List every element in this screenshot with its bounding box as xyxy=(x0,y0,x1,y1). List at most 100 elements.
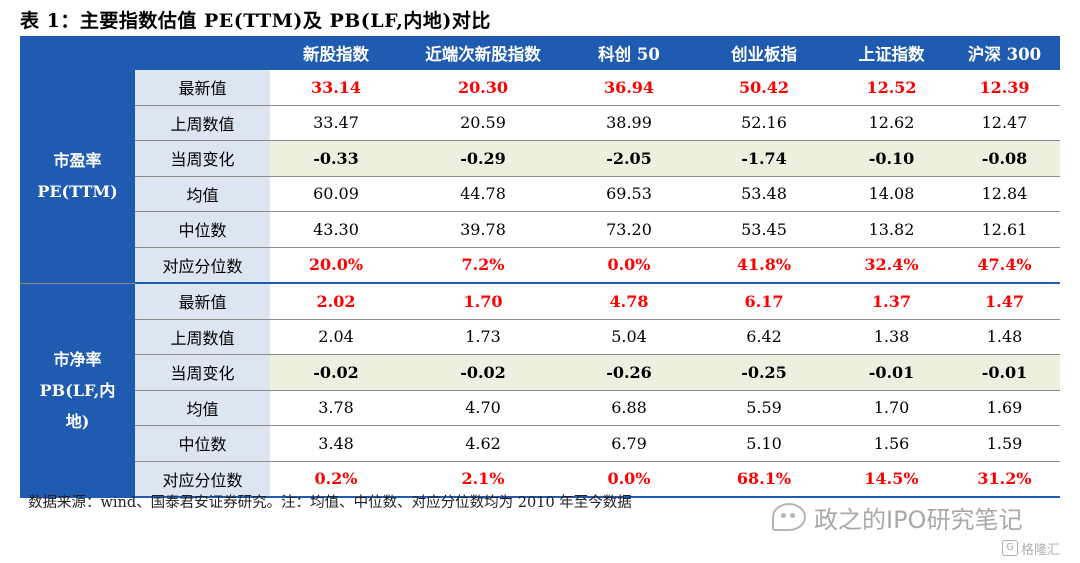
column-header: 沪深 300 xyxy=(949,36,1060,70)
column-header: 创业板指 xyxy=(694,36,834,70)
table-title: 表 1：主要指数估值 PE(TTM)及 PB(LF,内地)对比 xyxy=(20,10,491,32)
table-cell: 6.42 xyxy=(694,319,834,355)
table-row: 市盈率 PE(TTM) 最新值 33.14 20.30 36.94 50.42 … xyxy=(20,69,1060,284)
table-cell: 4.78 xyxy=(564,283,694,320)
table-cell: -1.74 xyxy=(694,140,834,177)
table-row: 对应分位数 20.0% 7.2% 0.0% 41.8% 32.4% 47.4% xyxy=(20,247,1060,284)
table-row: 当周变化 -0.02 -0.02 -0.26 -0.25 -0.01 -0.01 xyxy=(20,354,1060,391)
valuation-table: 新股指数 近端次新股指数 科创 50 创业板指 上证指数 沪深 300 市盈率 … xyxy=(20,36,1060,498)
table-cell: 20.0% xyxy=(270,247,402,284)
table-cell: 53.45 xyxy=(694,211,834,248)
table-cell: 1.38 xyxy=(834,319,949,355)
table-cell: 68.1% xyxy=(694,461,834,498)
group-label-line: 市净率 xyxy=(53,349,102,369)
header-corner xyxy=(20,36,270,70)
table-cell: 12.52 xyxy=(834,69,949,106)
row-label: 上周数值 xyxy=(135,105,270,141)
group-label-line: 市盈率 xyxy=(53,151,102,171)
table-cell: 52.16 xyxy=(694,105,834,141)
row-label: 当周变化 xyxy=(135,140,270,177)
table-cell: 0.2% xyxy=(270,461,402,498)
group-label-line: PE(TTM) xyxy=(37,182,118,202)
wechat-icon xyxy=(772,503,806,531)
table-cell: 1.70 xyxy=(834,390,949,426)
table-cell: -0.25 xyxy=(694,354,834,391)
table-cell: -0.01 xyxy=(834,354,949,391)
table-cell: 1.70 xyxy=(402,283,564,320)
table-cell: 12.47 xyxy=(949,105,1060,141)
table-cell: 2.1% xyxy=(402,461,564,498)
table-cell: 50.42 xyxy=(694,69,834,106)
header-row: 新股指数 近端次新股指数 科创 50 创业板指 上证指数 沪深 300 xyxy=(20,36,1060,70)
table-cell: -2.05 xyxy=(564,140,694,177)
table-cell: 14.5% xyxy=(834,461,949,498)
table-cell: 69.53 xyxy=(564,176,694,212)
table-cell: 2.04 xyxy=(270,319,402,355)
source-note: 数据来源：wind、国泰君安证券研究。注：均值、中位数、对应分位数均为 2010… xyxy=(28,495,632,511)
table-cell: 12.61 xyxy=(949,211,1060,248)
table-row: 均值 60.09 44.78 69.53 53.48 14.08 12.84 xyxy=(20,176,1060,212)
row-label: 均值 xyxy=(135,390,270,426)
column-header: 科创 50 xyxy=(564,36,694,70)
table-cell: 73.20 xyxy=(564,211,694,248)
row-label: 对应分位数 xyxy=(135,247,270,284)
table-cell: -0.02 xyxy=(270,354,402,391)
row-label: 中位数 xyxy=(135,211,270,248)
group-label-pb: 市净率 PB(LF,内 地) xyxy=(20,283,135,498)
table-cell: 1.73 xyxy=(402,319,564,355)
group-label-pe: 市盈率 PE(TTM) xyxy=(20,69,135,284)
table-cell: 6.88 xyxy=(564,390,694,426)
table-cell: 31.2% xyxy=(949,461,1060,498)
table-cell: 12.62 xyxy=(834,105,949,141)
group-label-line: PB(LF,内 xyxy=(39,380,116,400)
row-label: 对应分位数 xyxy=(135,461,270,498)
table-cell: -0.02 xyxy=(402,354,564,391)
table-cell: -0.01 xyxy=(949,354,1060,391)
table-cell: 14.08 xyxy=(834,176,949,212)
table-cell: 7.2% xyxy=(402,247,564,284)
table-cell: 1.59 xyxy=(949,425,1060,462)
table-cell: 3.48 xyxy=(270,425,402,462)
column-header: 新股指数 xyxy=(270,36,402,70)
table-cell: 1.69 xyxy=(949,390,1060,426)
table-cell: 47.4% xyxy=(949,247,1060,284)
table-cell: 32.4% xyxy=(834,247,949,284)
table-cell: 20.59 xyxy=(402,105,564,141)
column-header: 近端次新股指数 xyxy=(402,36,564,70)
table-cell: 1.48 xyxy=(949,319,1060,355)
row-label: 均值 xyxy=(135,176,270,212)
table-cell: -0.26 xyxy=(564,354,694,391)
row-label: 最新值 xyxy=(135,283,270,320)
table-row: 市净率 PB(LF,内 地) 最新值 2.02 1.70 4.78 6.17 1… xyxy=(20,283,1060,498)
table-row: 当周变化 -0.33 -0.29 -2.05 -1.74 -0.10 -0.08 xyxy=(20,140,1060,177)
watermark: 政之的IPO研究笔记 xyxy=(772,500,1022,534)
column-header: 上证指数 xyxy=(834,36,949,70)
table-cell: -0.10 xyxy=(834,140,949,177)
table-cell: 1.56 xyxy=(834,425,949,462)
row-label: 最新值 xyxy=(135,69,270,106)
table-cell: 38.99 xyxy=(564,105,694,141)
table-cell: 41.8% xyxy=(694,247,834,284)
table-row: 上周数值 2.04 1.73 5.04 6.42 1.38 1.48 xyxy=(20,319,1060,355)
table-cell: 12.39 xyxy=(949,69,1060,106)
logo-text: 格隆汇 xyxy=(1021,542,1061,558)
table-cell: 5.10 xyxy=(694,425,834,462)
row-label: 上周数值 xyxy=(135,319,270,355)
table-cell: 1.47 xyxy=(949,283,1060,320)
table-row: 中位数 3.48 4.62 6.79 5.10 1.56 1.59 xyxy=(20,425,1060,462)
table-cell: 5.04 xyxy=(564,319,694,355)
table-cell: 13.82 xyxy=(834,211,949,248)
logo-icon: G xyxy=(1002,540,1018,556)
table-cell: 43.30 xyxy=(270,211,402,248)
table-cell: 33.14 xyxy=(270,69,402,106)
table-cell: 36.94 xyxy=(564,69,694,106)
table-row: 上周数值 33.47 20.59 38.99 52.16 12.62 12.47 xyxy=(20,105,1060,141)
table-cell: 33.47 xyxy=(270,105,402,141)
table-cell: 44.78 xyxy=(402,176,564,212)
table-cell: 0.0% xyxy=(564,461,694,498)
corner-logo: G 格隆汇 xyxy=(1002,537,1060,559)
table-cell: 6.17 xyxy=(694,283,834,320)
table-cell: 0.0% xyxy=(564,247,694,284)
table-cell: 20.30 xyxy=(402,69,564,106)
table-row: 对应分位数 0.2% 2.1% 0.0% 68.1% 14.5% 31.2% xyxy=(20,461,1060,498)
